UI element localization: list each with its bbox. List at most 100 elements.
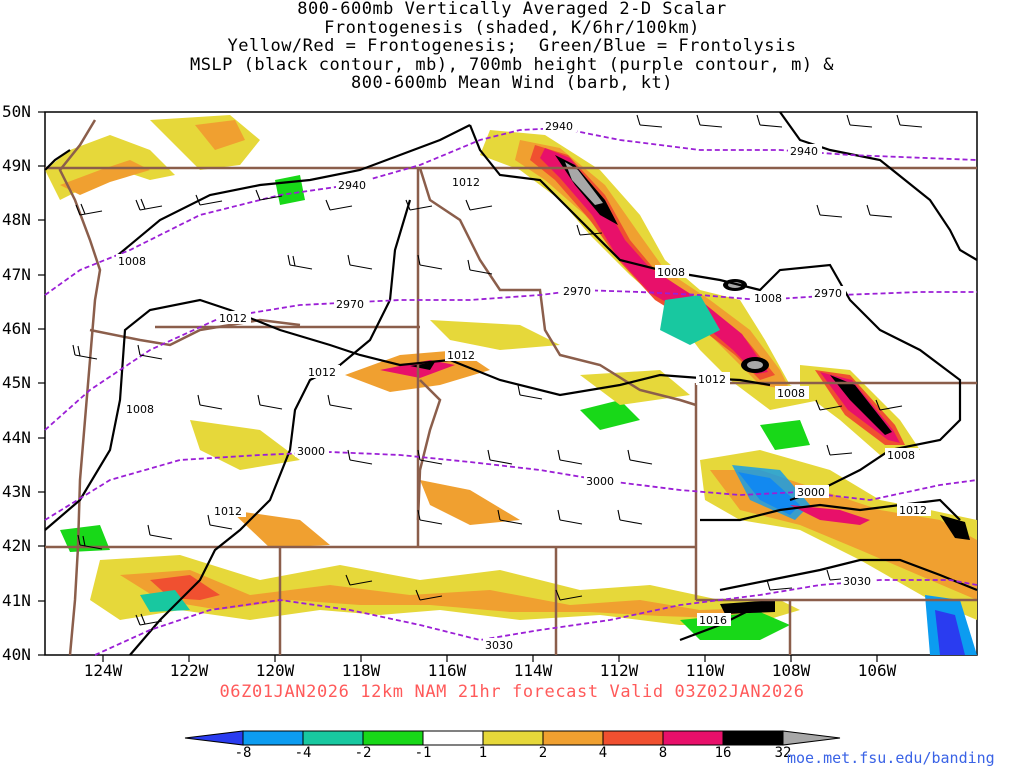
colorbar-seg — [362, 730, 424, 746]
mslp-label: 1008 — [887, 449, 915, 462]
wind-barb — [415, 589, 443, 601]
colorbar-seg — [542, 730, 604, 746]
height-label: 3030 — [843, 575, 871, 588]
lon-label: 106W — [857, 661, 897, 680]
wind-barb — [75, 203, 103, 216]
fgen-band-montana-gray — [565, 162, 603, 205]
colorbar-label: 16 — [714, 745, 732, 761]
mslp-label: 1008 — [777, 387, 805, 400]
wind-barb — [287, 254, 313, 270]
colorbar-seg — [662, 730, 724, 746]
lon-label: 124W — [83, 661, 123, 680]
height-contour-3000 — [44, 451, 978, 521]
height-label: 2940 — [790, 145, 818, 158]
title-line-3: Yellow/Red = Frontogenesis; Green/Blue =… — [227, 36, 797, 56]
fgen-band-wyoming-black — [830, 375, 892, 435]
wind-barb — [636, 114, 663, 128]
wind-barb — [816, 204, 843, 218]
colorbar-arrow-left — [184, 730, 244, 746]
title-line-4: MSLP (black contour, mb), 700mb height (… — [189, 54, 835, 75]
wind-barb — [465, 199, 493, 211]
lon-label: 108W — [771, 661, 811, 680]
fgen-blob-2 — [420, 480, 520, 525]
wind-barb — [756, 114, 783, 128]
height-label: 3000 — [297, 445, 325, 458]
colorbar-label: -8 — [234, 745, 252, 761]
wind-barb — [896, 114, 923, 128]
lon-label: 110W — [685, 661, 725, 680]
wind-barb — [417, 509, 443, 525]
wind-barb — [555, 589, 583, 601]
mslp-contour-8 — [779, 111, 978, 261]
mslp-contour-6 — [719, 558, 978, 592]
wind-barb — [135, 198, 163, 211]
fgen-band-se-mag — [790, 505, 870, 525]
fgen-south-black — [720, 600, 775, 614]
lat-label: 48N — [2, 210, 31, 229]
colorbar-label: 32 — [774, 745, 792, 761]
colorbar-label: -1 — [414, 745, 432, 761]
frontolysis-se-cyan — [732, 465, 810, 520]
lat-label: 46N — [2, 319, 31, 338]
height-label: 2970 — [336, 298, 364, 311]
colorbar-seg — [602, 730, 664, 746]
height-label: 2970 — [563, 285, 591, 298]
colorbar-seg — [482, 730, 544, 746]
columbia-river — [89, 318, 301, 347]
wind-barb — [417, 449, 443, 465]
lon-label: 122W — [169, 661, 209, 680]
mslp-contour-9 — [44, 149, 71, 171]
lat-label: 40N — [2, 645, 31, 664]
shaded-frontogenesis — [45, 115, 977, 655]
wind-barb — [467, 259, 493, 275]
mslp-contour-4 — [468, 124, 962, 502]
mslp-label: 1012 — [219, 312, 247, 325]
forecast-valid-time: 06Z01JAN2026 12km NAM 21hr forecast Vali… — [219, 682, 805, 702]
frontolysis-patch-3 — [275, 175, 305, 205]
height-contour-3030 — [94, 579, 978, 656]
wind-barb — [497, 509, 523, 525]
mslp-label: 1008 — [118, 255, 146, 268]
title-line-1: 800-600mb Vertically Averaged 2-D Scalar — [297, 0, 727, 19]
fgen-blob-3 — [430, 320, 560, 350]
frontolysis-patch-1 — [660, 295, 720, 345]
axis-ticks — [38, 111, 878, 662]
wind-barb — [826, 444, 853, 456]
title-line-2: Frontogenesis (shaded, K/6hr/100km) — [324, 17, 700, 38]
frontolysis-patch-4 — [760, 420, 810, 450]
wind-barb — [345, 574, 373, 586]
wind-barb — [195, 194, 223, 206]
fgen-cell-se-black — [940, 515, 970, 540]
mslp-label: 1012 — [452, 176, 480, 189]
lat-label: 49N — [2, 156, 31, 175]
colorbar-arrow-right — [782, 730, 841, 746]
contour-labels: 1012 1008 1012 1008 1008 1012 1008 1012 … — [116, 119, 931, 652]
mslp-contour-1 — [44, 298, 771, 531]
wind-barb — [405, 199, 433, 211]
wind-barb — [347, 449, 373, 465]
lon-label: 120W — [255, 661, 295, 680]
wind-barb — [487, 449, 513, 465]
colorbar-seg — [302, 730, 364, 746]
wind-barb — [627, 449, 653, 465]
mslp-label: 1012 — [447, 349, 475, 362]
wind-barb — [72, 344, 98, 360]
wind-barb — [77, 534, 103, 550]
wind-barb — [325, 199, 353, 211]
lat-label: 47N — [2, 265, 31, 284]
wind-barb — [557, 509, 583, 525]
mslp-label: 1012 — [899, 504, 927, 517]
mslp-contours — [44, 111, 978, 656]
wind-barb — [417, 254, 443, 270]
wind-barb — [866, 204, 893, 218]
mslp-label: 1012 — [214, 505, 242, 518]
wind-barbs — [72, 114, 923, 626]
wind-barb — [135, 613, 163, 626]
mslp-label: 1012 — [308, 366, 336, 379]
colorbar-label: 4 — [598, 745, 608, 761]
wind-barb — [875, 399, 903, 411]
frontolysis-se-corner-blue — [935, 610, 965, 655]
credit-link[interactable]: moe.met.fsu.edu/banding — [787, 749, 995, 767]
lat-label: 43N — [2, 482, 31, 501]
